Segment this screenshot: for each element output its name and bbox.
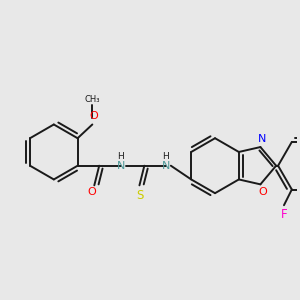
- Text: O: O: [87, 187, 96, 197]
- Text: S: S: [136, 189, 143, 202]
- Text: O: O: [89, 111, 98, 121]
- Text: N: N: [258, 134, 267, 144]
- Text: CH₃: CH₃: [85, 95, 100, 104]
- Text: H: H: [117, 152, 124, 161]
- Text: F: F: [281, 208, 287, 220]
- Text: N: N: [117, 161, 125, 171]
- Text: N: N: [162, 161, 170, 171]
- Text: O: O: [258, 187, 267, 197]
- Text: H: H: [163, 152, 169, 161]
